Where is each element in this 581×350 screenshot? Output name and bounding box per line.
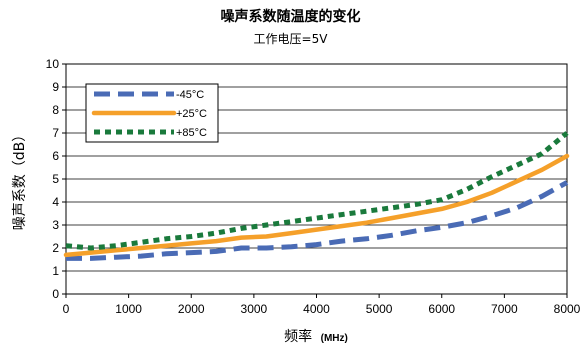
- x-tick-label: 1000: [115, 302, 142, 316]
- x-tick-label: 4000: [303, 302, 330, 316]
- y-axis-ticks: 0 1 2 3 4 5 6 7 8 9 10: [46, 57, 66, 301]
- x-tick-label: 0: [63, 302, 70, 316]
- x-tick-label: 5000: [366, 302, 393, 316]
- y-tick-label: 8: [52, 103, 59, 117]
- series-layer: [63, 131, 570, 261]
- y-axis-label: 噪声系数（dB）: [12, 128, 28, 231]
- legend-label-0: -45°C: [176, 89, 204, 101]
- y-tick-label: 5: [52, 172, 59, 186]
- y-tick-label: 0: [52, 287, 59, 301]
- x-tick-label: 3000: [241, 302, 268, 316]
- chart-title: 噪声系数随温度的变化: [220, 9, 361, 25]
- y-tick-label: 1: [52, 264, 59, 278]
- series-line-1: [63, 153, 570, 258]
- legend-label-2: +85°C: [176, 127, 207, 139]
- x-axis-label: 频率: [284, 328, 312, 345]
- chart-subtitle: 工作电压=5V: [253, 32, 328, 46]
- x-tick-label: 8000: [554, 302, 581, 316]
- y-tick-label: 2: [52, 241, 59, 255]
- x-axis-label-group: 频率 (MHz): [284, 328, 348, 345]
- x-axis-ticks: 0 1000 2000 3000 4000 5000 6000 7000 8000: [63, 294, 581, 316]
- series-line-0: [66, 180, 569, 261]
- legend-label-1: +25°C: [176, 108, 207, 120]
- x-axis-unit: (MHz): [321, 333, 348, 344]
- x-tick-label: 6000: [428, 302, 455, 316]
- x-tick-label: 7000: [491, 302, 518, 316]
- x-tick-label: 2000: [178, 302, 205, 316]
- y-tick-label: 9: [52, 80, 59, 94]
- y-tick-label: 6: [52, 149, 59, 163]
- y-tick-label: 7: [52, 126, 59, 140]
- y-tick-label: 10: [46, 57, 60, 71]
- legend: -45°C +25°C +85°C: [85, 83, 219, 143]
- y-tick-label: 4: [52, 195, 59, 209]
- y-tick-label: 3: [52, 218, 59, 232]
